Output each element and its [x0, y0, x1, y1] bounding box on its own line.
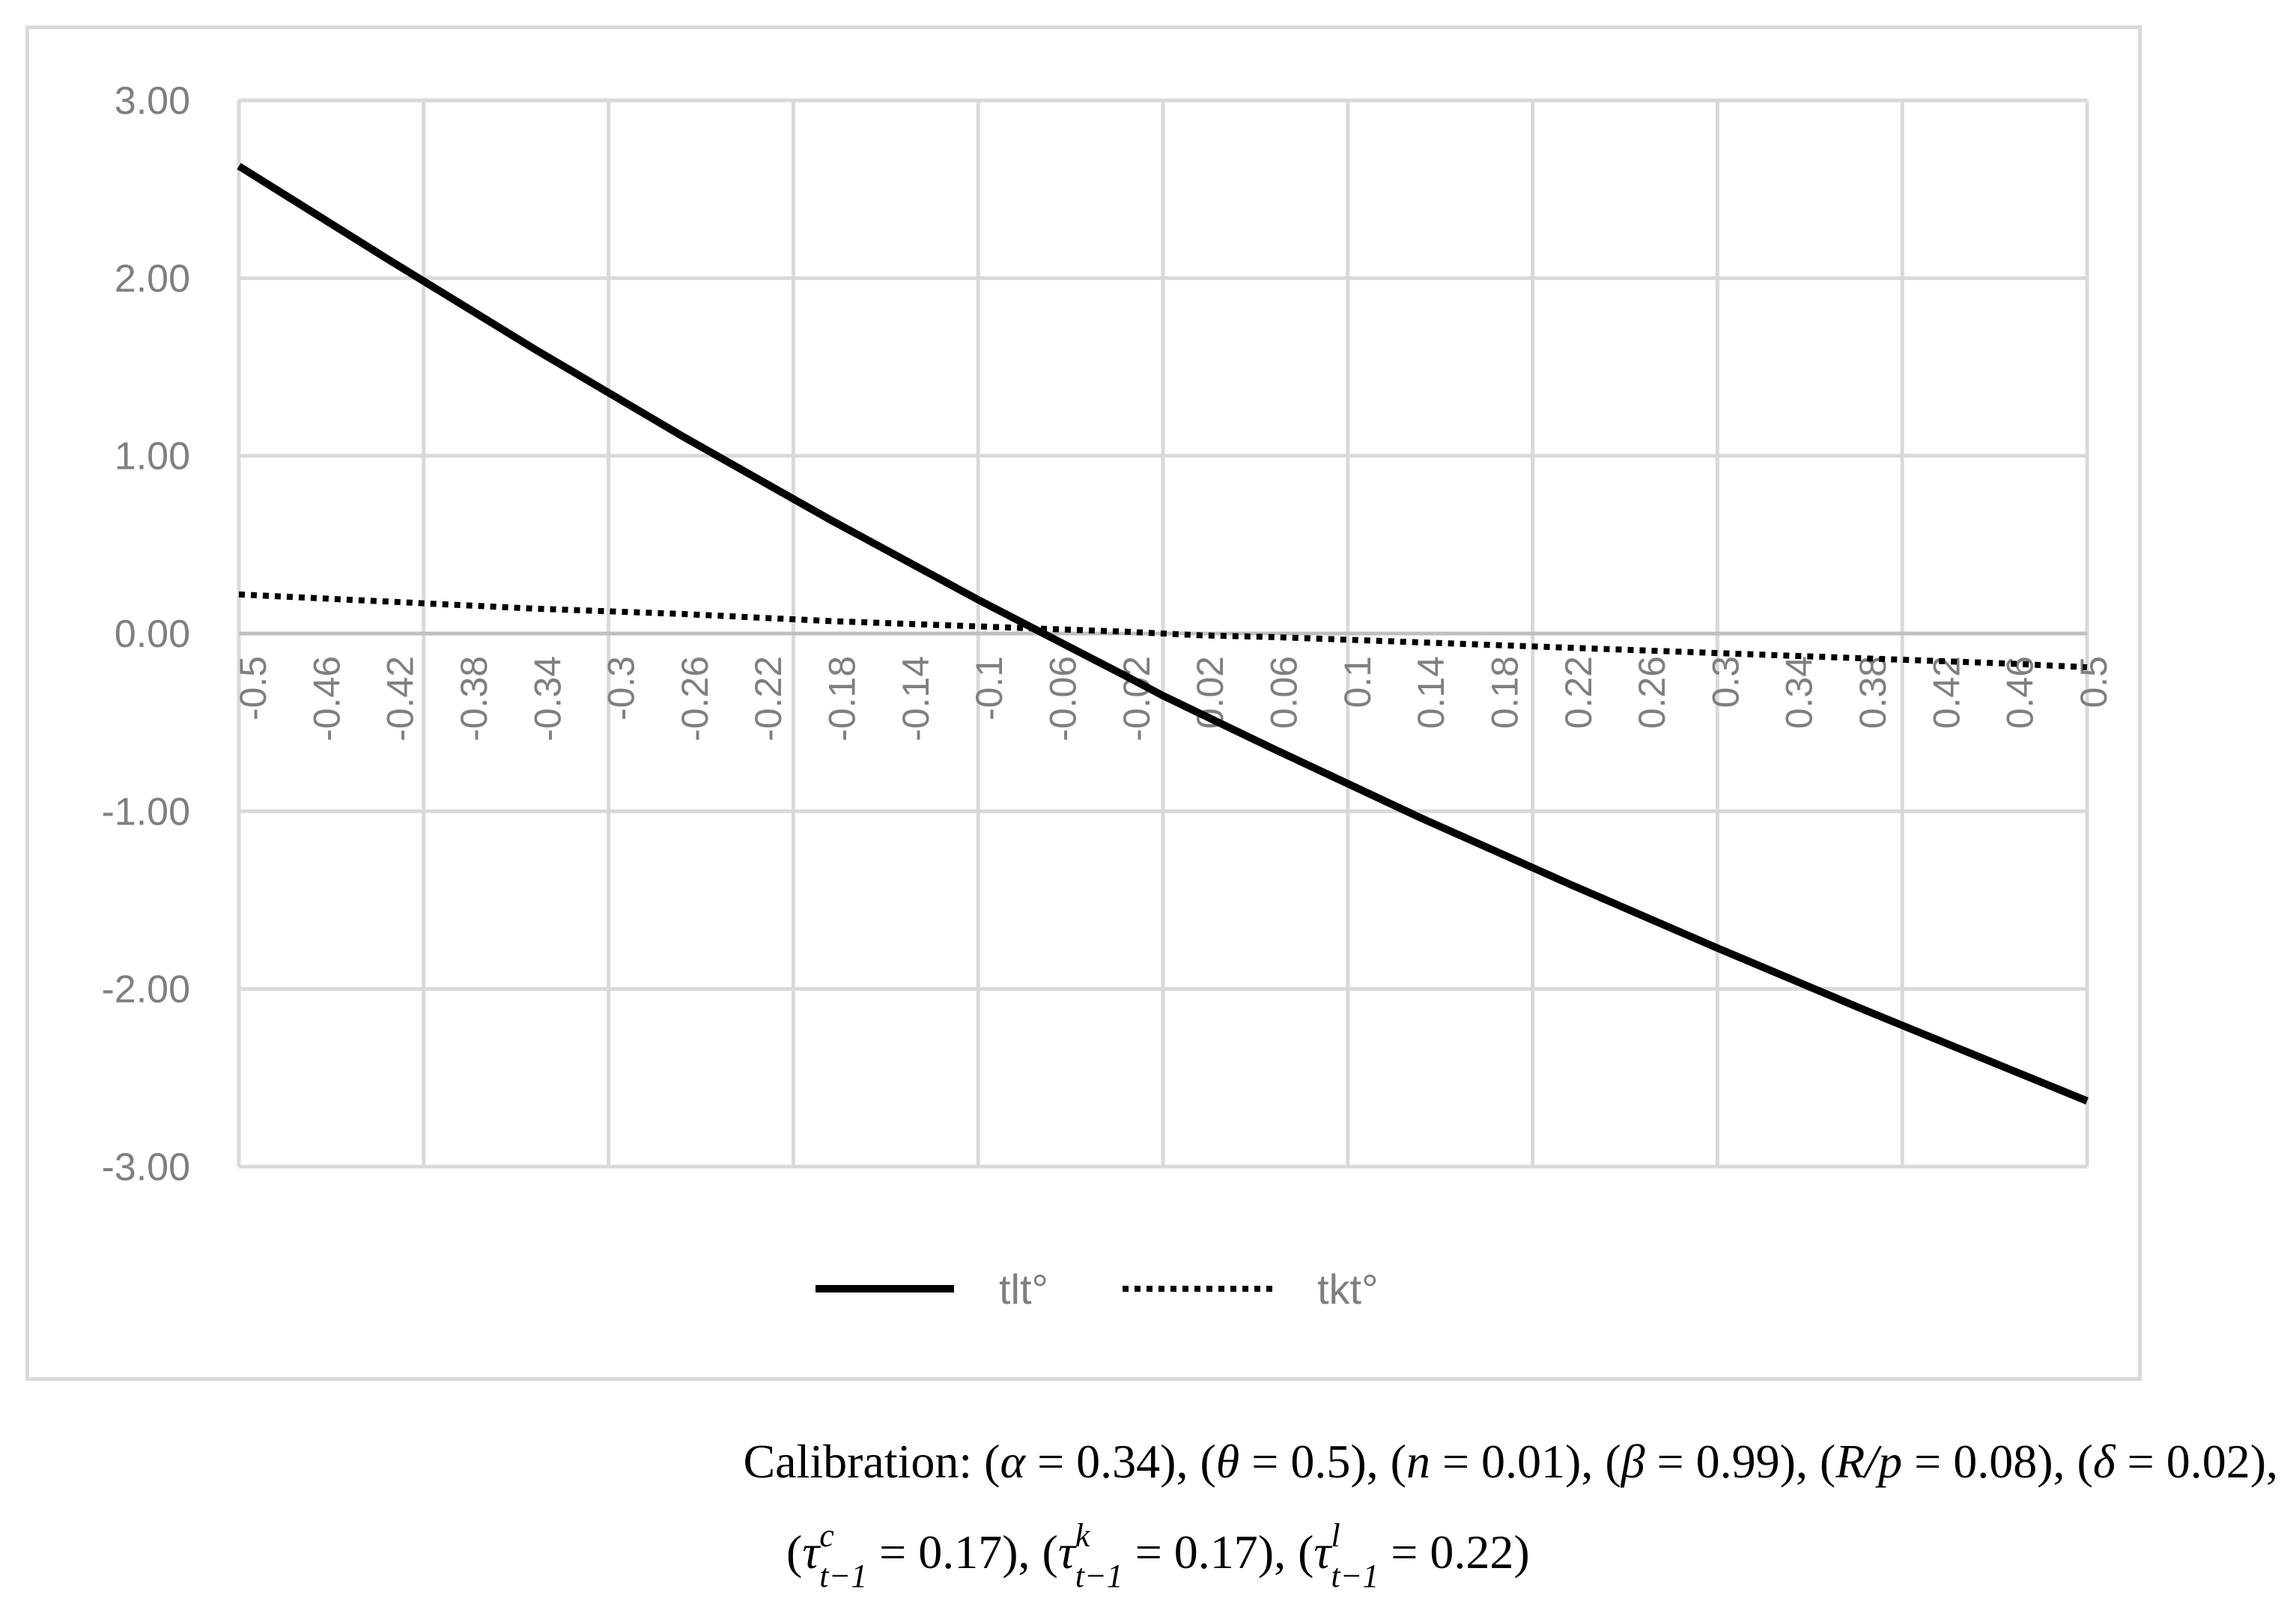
caption-param: (θ = 0.5): [1200, 1435, 1367, 1488]
x-tick-label: 0.34: [1779, 656, 1820, 729]
y-tick-label: 2.00: [115, 257, 190, 300]
x-tick-label: -0.06: [1042, 656, 1084, 741]
caption-param: (τ l t−1 = 0.22): [1298, 1517, 1530, 1594]
x-tick-label: -0.38: [453, 656, 495, 741]
y-tick-label: -3.00: [101, 1146, 190, 1189]
caption-line-2: (τ c t−1 = 0.17), (τ k t−1 = 0.17), (τ l t−1 =…: [786, 1517, 1530, 1594]
y-tick-label: 0.00: [115, 613, 190, 656]
x-tick-label: -0.46: [306, 656, 347, 741]
series-line-tlt: [237, 162, 2089, 1105]
x-tick-label: 0.38: [1852, 656, 1894, 729]
x-tick-label: 0.22: [1558, 656, 1600, 729]
legend: tlt° tkt°: [816, 1266, 1379, 1313]
legend-label-tkt: tkt°: [1317, 1266, 1379, 1313]
caption-param: (β = 0.99): [1605, 1435, 1796, 1488]
caption-line-1: Calibration: (α = 0.34), (θ = 0.5), (n =…: [743, 1435, 2278, 1488]
caption-param: (n = 0.01): [1390, 1435, 1582, 1488]
legend-label-tlt: tlt°: [999, 1266, 1048, 1313]
series-line-tkt: [238, 591, 2088, 671]
x-tick-label: 0.42: [1925, 656, 1967, 729]
x-tick-label: -0.3: [601, 656, 643, 720]
x-tick-label: 0.5: [2073, 656, 2115, 708]
chart-frame: 3.00 2.00 1.00 0.00 -1.00 -2.00 -3.00 -0.5 -0.4…: [25, 25, 2142, 1381]
caption-param: (τ c t−1 = 0.17): [786, 1517, 1018, 1594]
caption-param: (R/p = 0.08): [1819, 1435, 2053, 1488]
x-tick-label: -0.26: [674, 656, 716, 741]
x-tick-label: -0.18: [821, 656, 863, 741]
x-tick-label: 0.06: [1263, 656, 1305, 729]
x-axis-ticks: -0.5 -0.46 -0.42 -0.38 -0.34 -0.3 -0.26 -0.22 -0…: [232, 656, 2115, 741]
y-tick-label: -1.00: [101, 790, 190, 833]
x-tick-label: -0.02: [1116, 656, 1158, 741]
x-tick-label: 0.46: [1999, 656, 2041, 729]
series-lines: [237, 162, 2089, 1105]
x-tick-label: -0.42: [380, 656, 422, 741]
x-tick-label: -0.5: [232, 656, 274, 720]
x-tick-label: -0.22: [747, 656, 789, 741]
caption-param: (δ = 0.02): [2077, 1435, 2266, 1488]
y-tick-label: -2.00: [101, 968, 190, 1012]
x-tick-label: 0.1: [1337, 656, 1379, 708]
caption-param: (α = 0.34): [984, 1435, 1176, 1488]
x-tick-label: -0.1: [968, 656, 1010, 720]
y-tick-label: 1.00: [115, 435, 190, 479]
y-tick-label: 3.00: [115, 79, 190, 123]
x-tick-label: -0.14: [895, 656, 937, 741]
line-chart: 3.00 2.00 1.00 0.00 -1.00 -2.00 -3.00 -0.5 -0.4…: [101, 79, 2115, 1313]
y-axis-ticks: 3.00 2.00 1.00 0.00 -1.00 -2.00 -3.00: [101, 79, 190, 1189]
x-tick-label: 0.26: [1631, 656, 1673, 729]
x-tick-label: 0.3: [1704, 656, 1746, 708]
x-tick-label: 0.14: [1410, 656, 1452, 729]
caption-param: (τ k t−1 = 0.17): [1042, 1517, 1275, 1594]
x-tick-label: -0.34: [526, 656, 568, 741]
caption-prefix: Calibration:: [743, 1435, 985, 1488]
x-tick-label: 0.18: [1483, 656, 1525, 729]
